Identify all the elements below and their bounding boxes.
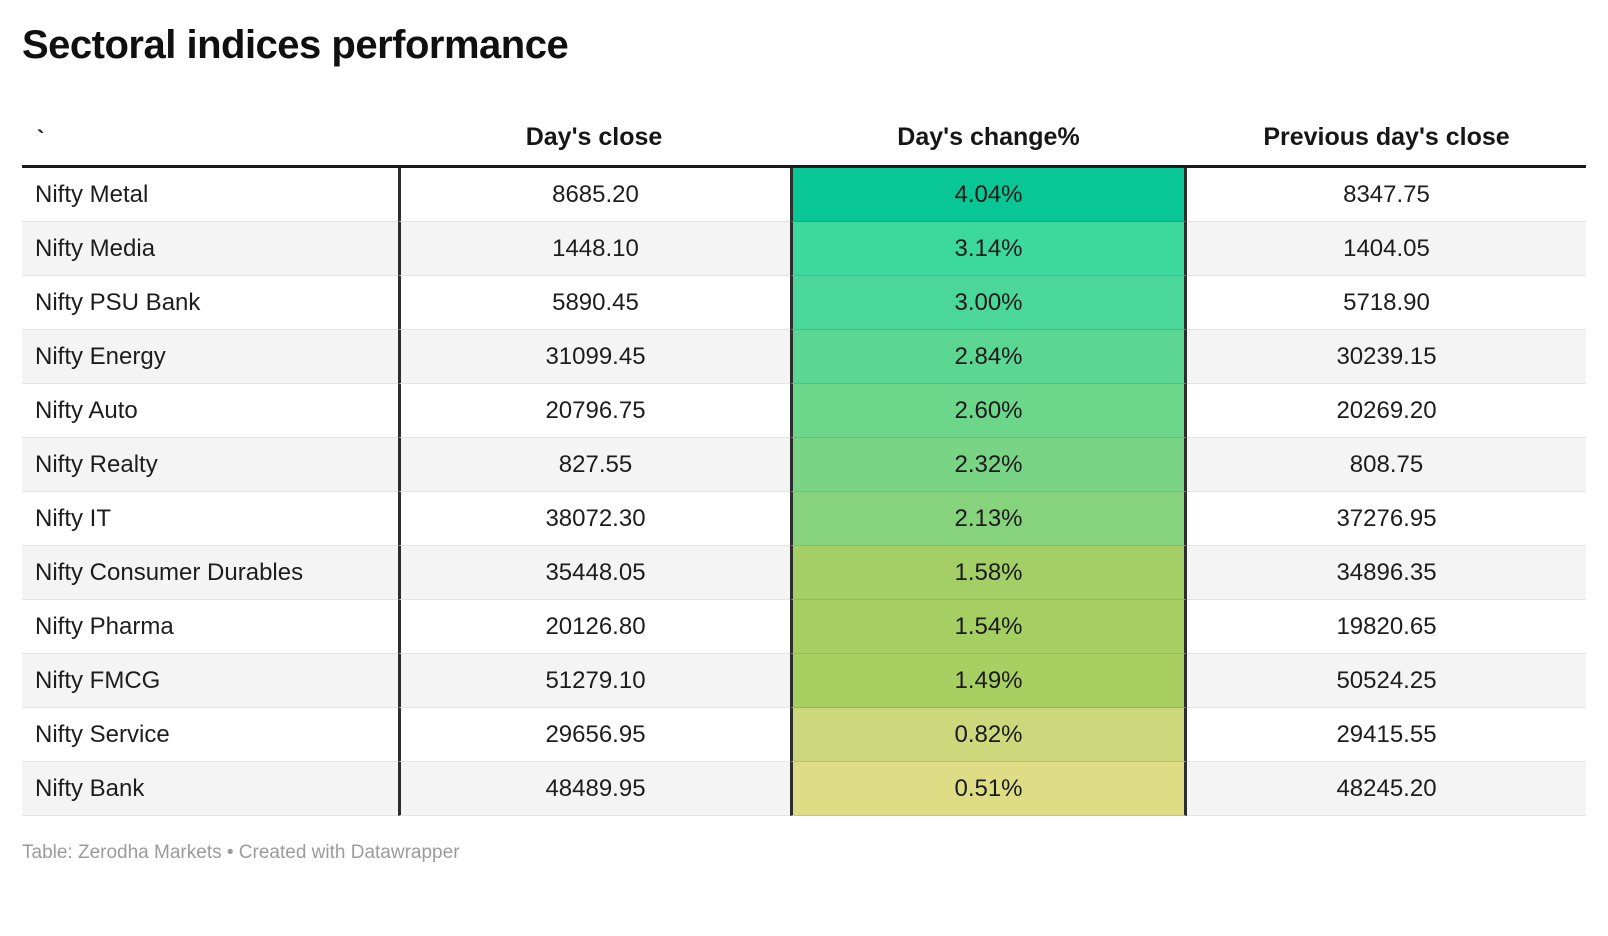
page-title: Sectoral indices performance: [22, 23, 569, 67]
prev-close-cell: 1404.05: [1187, 222, 1586, 276]
table-row: Nifty Pharma 20126.80 1.54% 19820.65: [22, 600, 1586, 654]
days-close-cell: 35448.05: [398, 546, 790, 600]
row-label-cell: Nifty Metal: [22, 168, 398, 222]
sectoral-indices-table: ` Day's close Day's change% Previous day…: [22, 104, 1586, 816]
table-source-note: Table: Zerodha Markets • Created with Da…: [22, 842, 460, 863]
prev-close-cell: 37276.95: [1187, 492, 1586, 546]
column-header-days-change: Day's change%: [897, 123, 1080, 151]
prev-close-cell: 48245.20: [1187, 762, 1586, 816]
days-close-cell: 1448.10: [398, 222, 790, 276]
prev-close-cell: 29415.55: [1187, 708, 1586, 762]
table-row: Nifty Metal 8685.20 4.04% 8347.75: [22, 168, 1586, 222]
days-change-cell: 2.60%: [790, 384, 1187, 438]
column-header-days-close: Day's close: [525, 123, 663, 151]
table-row: Nifty Media 1448.10 3.14% 1404.05: [22, 222, 1586, 276]
row-label-cell: Nifty Pharma: [22, 600, 398, 654]
days-close-cell: 20126.80: [398, 600, 790, 654]
days-close-cell: 51279.10: [398, 654, 790, 708]
prev-close-cell: 50524.25: [1187, 654, 1586, 708]
days-change-cell: 3.00%: [790, 276, 1187, 330]
row-label-cell: Nifty Consumer Durables: [22, 546, 398, 600]
table-body: Nifty Metal 8685.20 4.04% 8347.75 Nifty Medi…: [22, 168, 1586, 816]
row-label-cell: Nifty FMCG: [22, 654, 398, 708]
days-change-cell: 1.58%: [790, 546, 1187, 600]
row-label-cell: Nifty Bank: [22, 762, 398, 816]
prev-close-cell: 5718.90: [1187, 276, 1586, 330]
prev-close-cell: 34896.35: [1187, 546, 1586, 600]
prev-close-cell: 30239.15: [1187, 330, 1586, 384]
days-close-cell: 5890.45: [398, 276, 790, 330]
table-row: Nifty Service 29656.95 0.82% 29415.55: [22, 708, 1586, 762]
days-close-cell: 827.55: [398, 438, 790, 492]
days-close-cell: 20796.75: [398, 384, 790, 438]
days-close-cell: 31099.45: [398, 330, 790, 384]
prev-close-cell: 8347.75: [1187, 168, 1586, 222]
days-close-cell: 8685.20: [398, 168, 790, 222]
row-label-cell: Nifty Energy: [22, 330, 398, 384]
row-label-cell: Nifty IT: [22, 492, 398, 546]
days-change-cell: 3.14%: [790, 222, 1187, 276]
column-header-blank: `: [37, 126, 45, 151]
row-label-cell: Nifty Auto: [22, 384, 398, 438]
days-change-cell: 4.04%: [790, 168, 1187, 222]
table-row: Nifty Auto 20796.75 2.60% 20269.20: [22, 384, 1586, 438]
column-header-previous-close: Previous day's close: [1263, 123, 1510, 151]
table-header-row: ` Day's close Day's change% Previous day…: [22, 104, 1586, 168]
days-change-cell: 0.51%: [790, 762, 1187, 816]
row-label-cell: Nifty PSU Bank: [22, 276, 398, 330]
table-row: Nifty Bank 48489.95 0.51% 48245.20: [22, 762, 1586, 816]
row-label-cell: Nifty Service: [22, 708, 398, 762]
table-row: Nifty Consumer Durables 35448.05 1.58% 3489…: [22, 546, 1586, 600]
prev-close-cell: 20269.20: [1187, 384, 1586, 438]
table-row: Nifty Realty 827.55 2.32% 808.75: [22, 438, 1586, 492]
days-change-cell: 1.54%: [790, 600, 1187, 654]
days-change-cell: 2.13%: [790, 492, 1187, 546]
days-change-cell: 0.82%: [790, 708, 1187, 762]
days-close-cell: 48489.95: [398, 762, 790, 816]
days-close-cell: 29656.95: [398, 708, 790, 762]
page: Sectoral indices performance ` Day's clo…: [0, 22, 1608, 864]
days-close-cell: 38072.30: [398, 492, 790, 546]
days-change-cell: 2.84%: [790, 330, 1187, 384]
row-label-cell: Nifty Media: [22, 222, 398, 276]
table-row: Nifty PSU Bank 5890.45 3.00% 5718.90: [22, 276, 1586, 330]
prev-close-cell: 808.75: [1187, 438, 1586, 492]
table-row: Nifty IT 38072.30 2.13% 37276.95: [22, 492, 1586, 546]
prev-close-cell: 19820.65: [1187, 600, 1586, 654]
days-change-cell: 1.49%: [790, 654, 1187, 708]
table-row: Nifty Energy 31099.45 2.84% 30239.15: [22, 330, 1586, 384]
table-row: Nifty FMCG 51279.10 1.49% 50524.25: [22, 654, 1586, 708]
row-label-cell: Nifty Realty: [22, 438, 398, 492]
days-change-cell: 2.32%: [790, 438, 1187, 492]
